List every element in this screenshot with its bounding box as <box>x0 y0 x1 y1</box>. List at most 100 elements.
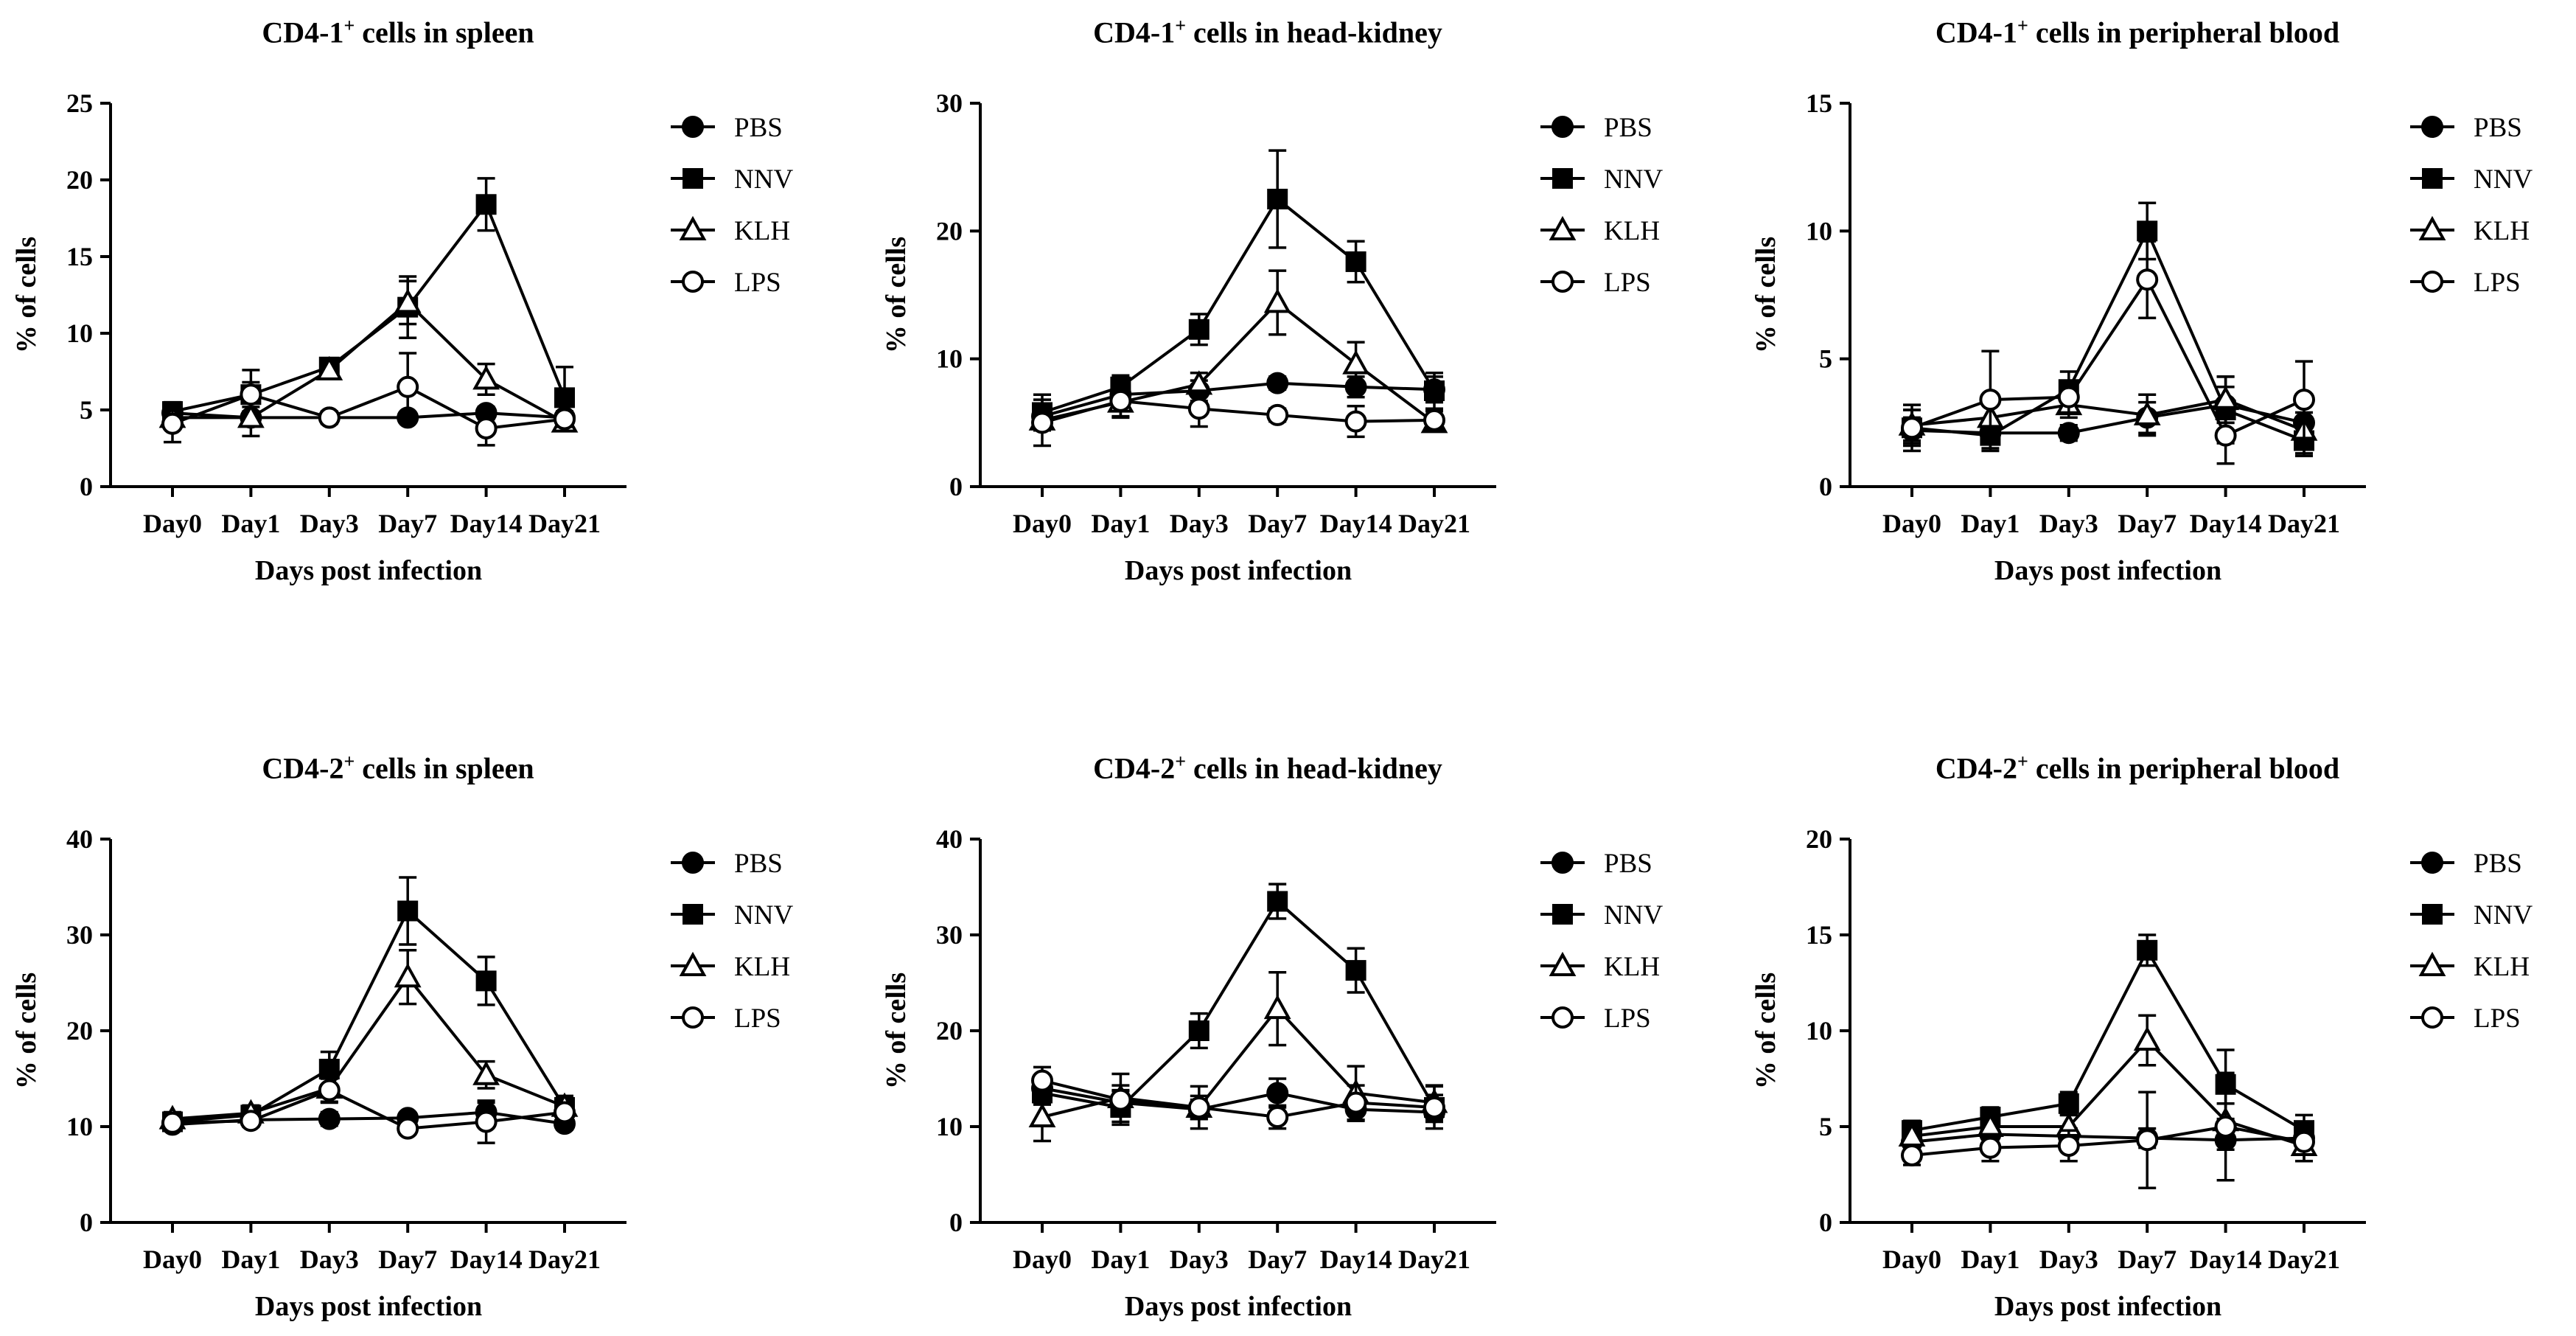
series-klh <box>158 949 579 1130</box>
x-tick-label: Day1 <box>1091 1245 1150 1274</box>
data-point <box>161 412 184 435</box>
legend-label: PBS <box>1604 849 1652 879</box>
x-tick-label: Day14 <box>450 509 523 538</box>
legend-marker <box>1551 852 1574 874</box>
line-chart: 0 5 10 15 20 Day0 Day1 Day3 Day7 Day14 Day21 Days p… <box>1751 824 2533 1322</box>
chart-title-sup: + <box>343 15 355 36</box>
data-point <box>475 970 497 992</box>
data-point <box>1901 417 1923 439</box>
x-tick-label: Day1 <box>1091 509 1150 538</box>
legend-marker <box>2422 168 2443 189</box>
chart-title: CD4-1+ cells in head-kidney <box>899 15 1636 49</box>
legend-marker <box>2418 215 2446 240</box>
series-line <box>172 385 565 431</box>
data-point <box>394 288 422 313</box>
series-line <box>172 201 566 414</box>
legend-marker <box>2422 904 2443 925</box>
data-point <box>1266 372 1289 394</box>
line-chart: 0 5 10 15 Day0 Day1 Day3 Day7 Day14 Day21 Days pos… <box>1751 88 2533 586</box>
legend-marker <box>1552 168 1573 189</box>
x-tick-label: Day7 <box>2118 509 2177 538</box>
x-tick-label: Day21 <box>528 1245 601 1274</box>
data-point <box>1031 411 1053 434</box>
data-point <box>475 194 497 215</box>
legend-label: PBS <box>2474 113 2522 143</box>
y-tick-label: 20 <box>66 165 93 195</box>
x-tick-label: Day14 <box>2190 509 2262 538</box>
data-point <box>1424 380 1445 401</box>
x-tick-label: Day3 <box>2039 509 2098 538</box>
data-point <box>240 1110 262 1133</box>
legend-label: KLH <box>2474 952 2530 982</box>
y-axis-label: % of cells <box>881 973 912 1089</box>
y-tick-label: 0 <box>949 472 963 501</box>
legend-label: KLH <box>2474 216 2530 246</box>
series-nnv <box>162 876 575 1133</box>
legend-label: KLH <box>1604 952 1660 982</box>
y-axis-label: % of cells <box>881 237 912 353</box>
legend-label: LPS <box>734 268 781 298</box>
y-tick-label: 0 <box>949 1208 963 1237</box>
legend-label: NNV <box>734 900 793 930</box>
data-point <box>1423 1096 1445 1118</box>
series-nnv <box>1032 883 1445 1130</box>
series-lps <box>1901 1071 2315 1189</box>
data-point <box>161 1111 184 1134</box>
series-lps <box>1031 384 1445 448</box>
series-line <box>1911 403 2305 435</box>
legend-label: LPS <box>2474 1003 2521 1034</box>
legend-marker <box>679 215 707 240</box>
chart-title-sup: + <box>2017 15 2028 36</box>
legend-marker <box>2421 271 2443 293</box>
data-point <box>1267 189 1288 209</box>
series-line <box>1041 1079 1435 1119</box>
y-tick-label: 20 <box>66 1016 93 1046</box>
legend-label: NNV <box>1604 164 1663 195</box>
legend-marker <box>1549 215 1577 240</box>
x-tick-label: Day3 <box>2039 1245 2098 1274</box>
x-tick-label: Day21 <box>1398 509 1470 538</box>
legend-label: KLH <box>1604 216 1660 246</box>
data-point <box>397 900 419 922</box>
y-tick-label: 20 <box>936 216 963 246</box>
chart-title: CD4-1+ cells in spleen <box>29 15 767 49</box>
x-tick-label: Day3 <box>300 1245 359 1274</box>
series-pbs <box>1031 1075 1445 1124</box>
data-point <box>2137 220 2158 242</box>
x-tick-label: Day14 <box>1320 509 1392 538</box>
legend-label: PBS <box>734 113 783 143</box>
legend: PBS NNV KLH LPS <box>671 113 793 298</box>
data-point <box>237 403 265 428</box>
data-point <box>2293 389 2315 411</box>
data-point <box>554 408 576 431</box>
series-line <box>1041 381 1435 418</box>
chart-panel: CD4-2+ cells in peripheral blood 0 5 10 15 20… <box>1739 751 2576 1326</box>
legend: PBS NNV KLH LPS <box>671 849 793 1034</box>
legend-label: PBS <box>2474 849 2522 879</box>
data-point <box>1345 251 1366 272</box>
legend-marker <box>1551 1006 1574 1029</box>
y-tick-label: 40 <box>936 824 963 854</box>
line-chart: 0 5 10 15 20 25 Day0 Day1 Day3 Day7 Day14 Day21 Days… <box>11 88 793 586</box>
y-tick-label: 30 <box>66 920 93 950</box>
legend-label: LPS <box>734 1003 781 1034</box>
data-point <box>1423 408 1445 431</box>
series-line <box>1911 1038 2305 1147</box>
data-point <box>475 417 498 439</box>
x-axis-label: Days post infection <box>1994 1291 2221 1322</box>
x-tick-label: Day1 <box>221 1245 280 1274</box>
series-line <box>1911 1133 2305 1144</box>
series-line <box>1911 947 2306 1133</box>
series-line <box>1911 227 2305 442</box>
x-tick-label: Day0 <box>1882 509 1941 538</box>
line-chart: 0 10 20 30 40 Day0 Day1 Day3 Day7 Day14 Day21 Days … <box>881 824 1663 1322</box>
series-lps <box>1901 240 2315 465</box>
legend-label: KLH <box>734 952 790 982</box>
x-tick-label: Day21 <box>1398 1245 1470 1274</box>
chart-title-rest: cells in spleen <box>355 751 534 785</box>
data-point <box>397 1117 419 1140</box>
x-tick-label: Day0 <box>1013 1245 1072 1274</box>
chart-title-sup: + <box>2017 751 2028 772</box>
data-point <box>1979 389 2002 411</box>
x-tick-label: Day1 <box>1961 509 2020 538</box>
